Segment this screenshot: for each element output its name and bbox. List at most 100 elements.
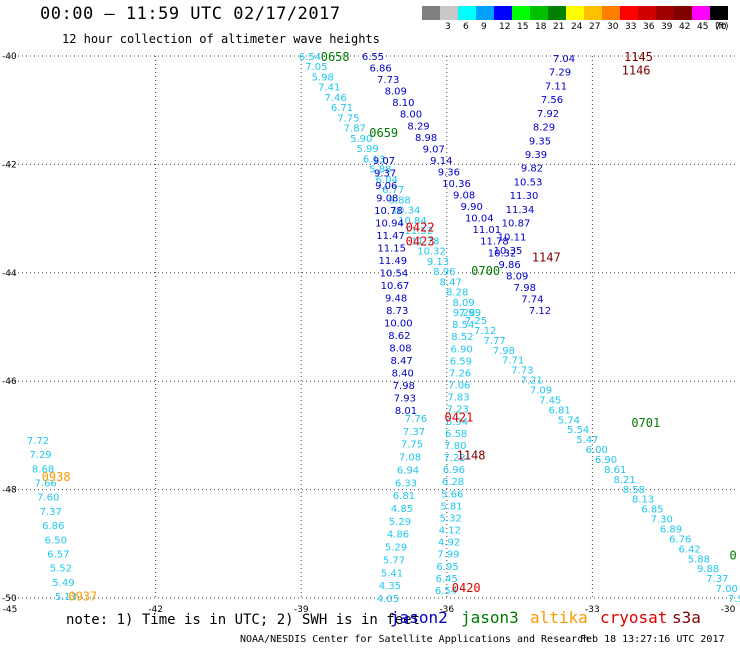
wave-height-value: 8.01	[395, 406, 417, 417]
wave-height-value: 7.06	[448, 381, 470, 392]
wave-height-value: 6.86	[42, 521, 64, 532]
wave-height-value: 8.10	[392, 98, 414, 109]
wave-height-value: 7.72	[27, 436, 49, 447]
satellite-cryosat: cryosat	[600, 608, 668, 627]
wave-height-value: 8.40	[392, 369, 414, 380]
wave-height-value: 6.86	[369, 64, 391, 75]
wave-height-value: 6.55	[362, 52, 384, 63]
wave-height-value: 10.32	[488, 248, 517, 259]
legend-unit: (ft)	[715, 22, 729, 32]
wave-height-value: 4.92	[438, 538, 460, 549]
legend-label: 45	[697, 22, 709, 32]
wave-height-value: 8.61	[604, 465, 626, 476]
pass-time-label: 0658	[321, 50, 350, 64]
wave-height-value: 7.75	[401, 440, 423, 451]
wave-height-value: 4.85	[391, 504, 413, 515]
wave-height-value: 7.76	[405, 414, 427, 425]
wave-height-value: 11.49	[378, 256, 407, 267]
wave-height-value: 10.87	[502, 219, 531, 230]
wave-height-value: 7.12	[474, 326, 496, 337]
wave-height-value: 6.59	[450, 356, 472, 367]
wave-height-value: 7.23	[447, 405, 469, 416]
lon-tick-label: -33	[585, 605, 600, 615]
wave-height-value: 7.25	[465, 316, 487, 327]
pass-time-label: 1146	[622, 64, 651, 78]
wave-height-value: 9.36	[438, 167, 460, 178]
wave-height-value: 7.99	[437, 550, 459, 561]
wave-height-value: 9.88	[697, 564, 719, 575]
pass-time-label: 0420	[452, 581, 481, 595]
wave-height-value: 10.94	[375, 219, 404, 230]
wave-height-value: 6.00	[586, 445, 608, 456]
legend-label: 9	[481, 22, 487, 32]
wave-height-value: 6.54	[299, 52, 321, 63]
wave-height-value: 11.01	[473, 225, 502, 236]
legend-label: 21	[553, 22, 565, 32]
wave-height-value: 7.08	[399, 453, 421, 464]
wave-height-value: 6.58	[445, 429, 467, 440]
legend-label: 30	[607, 22, 619, 32]
legend-label: 6	[463, 22, 469, 32]
wave-height-value: 10.53	[514, 177, 543, 188]
wave-height-value: 7.60	[37, 493, 59, 504]
wave-height-value: 7.04	[553, 54, 575, 65]
pass-time-label: 0422	[406, 221, 435, 235]
wave-height-value: 11.15	[377, 244, 406, 255]
wave-height-value: 9.28	[453, 308, 475, 319]
wave-height-value: 10.78	[374, 206, 403, 217]
wave-height-value: 6.76	[669, 534, 691, 545]
wave-height-value: 9.82	[521, 164, 543, 175]
wave-height-value: 8.52	[451, 332, 473, 343]
legend-label: 39	[661, 22, 673, 32]
wave-height-value: 5.90	[350, 134, 372, 145]
wave-height-value: 5.29	[385, 543, 407, 554]
wave-height-value: 8.96	[433, 267, 455, 278]
legend-swatch	[422, 6, 440, 20]
wave-height-value: 7.98	[393, 381, 415, 392]
wave-height-value: 7.41	[318, 83, 340, 94]
wave-height-value: 6.71	[331, 103, 353, 114]
legend-swatch	[566, 6, 584, 20]
wave-height-value: 10.67	[381, 281, 410, 292]
wave-height-value: 6.77	[382, 185, 404, 196]
wave-height-value: 7.80	[444, 441, 466, 452]
legend-swatches	[422, 6, 732, 20]
wave-height-value: 8.98	[415, 133, 437, 144]
wave-height-value: 9.14	[430, 156, 452, 167]
wave-height-value: 5.99	[356, 144, 378, 155]
pass-time-label: 1145	[624, 50, 653, 64]
lon-tick-label: -45	[3, 605, 18, 615]
wave-height-value: 9.13	[427, 257, 449, 268]
legend-labels: 3 6 9 12 15 18 21 24 27 30 33 36 39 42 45 70 (ft)	[422, 20, 732, 32]
legend-label: 27	[589, 22, 601, 32]
wave-height-value: 6.94	[397, 465, 419, 476]
wave-height-value: 11.30	[510, 191, 539, 202]
lat-tick-label: -50	[2, 594, 17, 604]
wave-height-value: 5.88	[688, 554, 710, 565]
pass-time-label: 0938	[42, 470, 71, 484]
wave-height-value: 6.28	[442, 477, 464, 488]
wave-height-value: 9.35	[529, 136, 551, 147]
pass-time-label: 0937	[68, 589, 97, 603]
wave-height-value: 7.74	[521, 294, 543, 305]
legend-swatch	[692, 6, 710, 20]
legend-swatch	[530, 6, 548, 20]
legend-swatch	[620, 6, 638, 20]
legend-swatch	[512, 6, 530, 20]
lon-tick-label: -42	[148, 605, 163, 615]
wave-height-value: 7.75	[337, 113, 359, 124]
lat-tick-label: -40	[2, 52, 17, 62]
legend-swatch	[602, 6, 620, 20]
legend-label: 70	[715, 22, 727, 32]
wave-height-value: 7.23	[443, 453, 465, 464]
wave-height-value: 8.29	[407, 121, 429, 132]
pass-time-label: 0	[730, 549, 737, 563]
lat-tick-label: -42	[2, 160, 17, 170]
satellite-jason3: jason3	[461, 608, 519, 627]
satellite-altika: altika	[530, 608, 588, 627]
legend-label: 24	[571, 22, 583, 32]
pass-time-label: 0423	[406, 234, 435, 248]
wave-height-value: 5.88	[369, 165, 391, 176]
wave-height-value: 7.77	[483, 336, 505, 347]
